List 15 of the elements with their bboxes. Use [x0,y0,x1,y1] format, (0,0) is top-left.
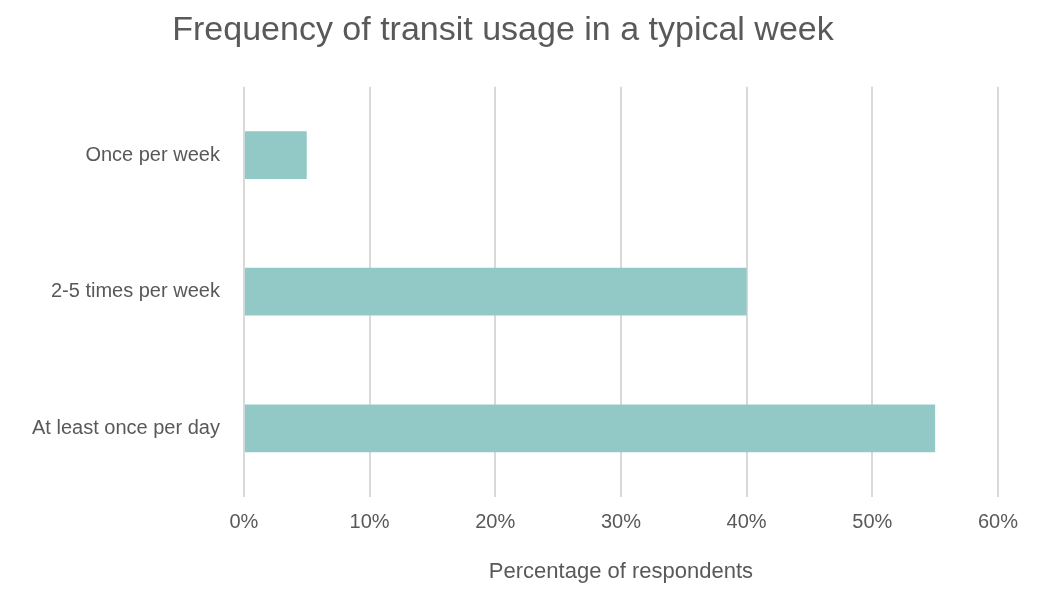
bar [244,404,936,453]
chart-title: Frequency of transit usage in a typical week [172,8,835,47]
x-tick-label: 60% [977,510,1019,533]
x-tick-label: 40% [726,510,767,533]
bar [244,267,747,316]
bar [244,131,307,180]
y-tick-label: 2-5 times per week [50,279,221,302]
x-tick-label: 30% [600,510,642,533]
x-tick-label: 10% [349,510,390,533]
y-tick-label: Once per week [85,142,221,165]
x-tick-label: 0% [229,510,259,533]
x-axis-title: Percentage of respondents [488,557,754,583]
x-tick-label: 20% [475,510,516,533]
x-tick-label: 50% [852,510,893,533]
y-tick-label: At least once per day [32,415,220,438]
